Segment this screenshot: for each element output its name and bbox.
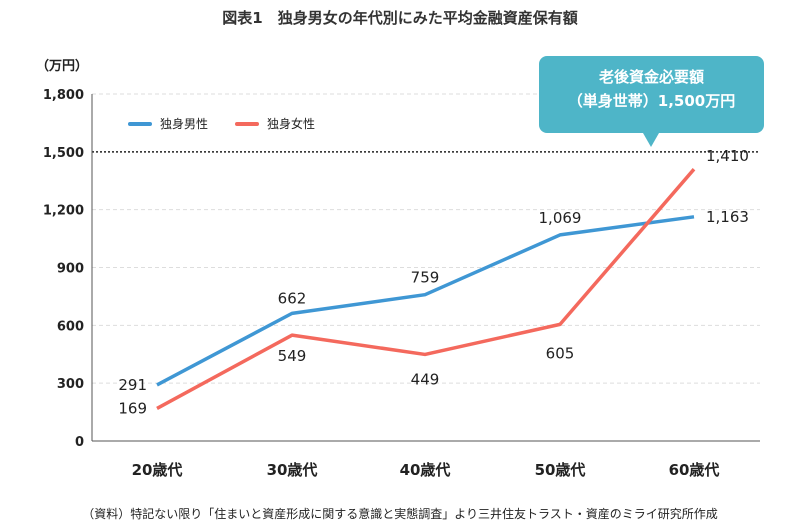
y-tick-label: 300 [57,377,84,392]
x-tick-label: 20歳代 [132,461,183,479]
y-tick-label: 1,800 [43,88,84,103]
y-axis-unit: （万円） [36,59,89,74]
series-line-female [156,168,696,410]
data-label: 759 [411,269,440,287]
data-label: 662 [278,289,307,307]
data-label: 169 [118,399,147,417]
legend-label: 独身男性 [160,116,208,131]
series-line-male [156,215,695,387]
callout-line2: （単身世帯）1,500万円 [567,92,736,110]
y-tick-label: 900 [57,262,84,277]
data-label: 1,069 [539,209,582,227]
data-label: 449 [411,370,440,388]
legend-label: 独身女性 [267,116,315,131]
x-tick-label: 60歳代 [669,461,720,479]
source-note: （資料）特記ない限り「住まいと資産形成に関する意識と実態調査」より三井住友トラス… [82,507,718,521]
data-label: 291 [118,376,147,394]
x-tick-label: 30歳代 [267,461,318,479]
data-label: 1,163 [706,208,749,226]
chart-title: 図表1 独身男女の年代別にみた平均金融資産保有額 [222,9,578,27]
y-tick-label: 1,200 [43,204,84,219]
callout-retirement-need: 老後資金必要額 （単身世帯）1,500万円 [539,56,764,147]
data-label: 605 [546,344,575,362]
x-tick-label: 40歳代 [400,461,451,479]
y-tick-label: 1,500 [43,146,84,161]
y-tick-label: 0 [75,435,84,450]
callout-line1: 老後資金必要額 [598,68,704,86]
y-tick-label: 600 [57,319,84,334]
data-label: 1,410 [706,147,749,165]
data-label: 549 [278,347,307,365]
x-tick-label: 50歳代 [535,461,586,479]
